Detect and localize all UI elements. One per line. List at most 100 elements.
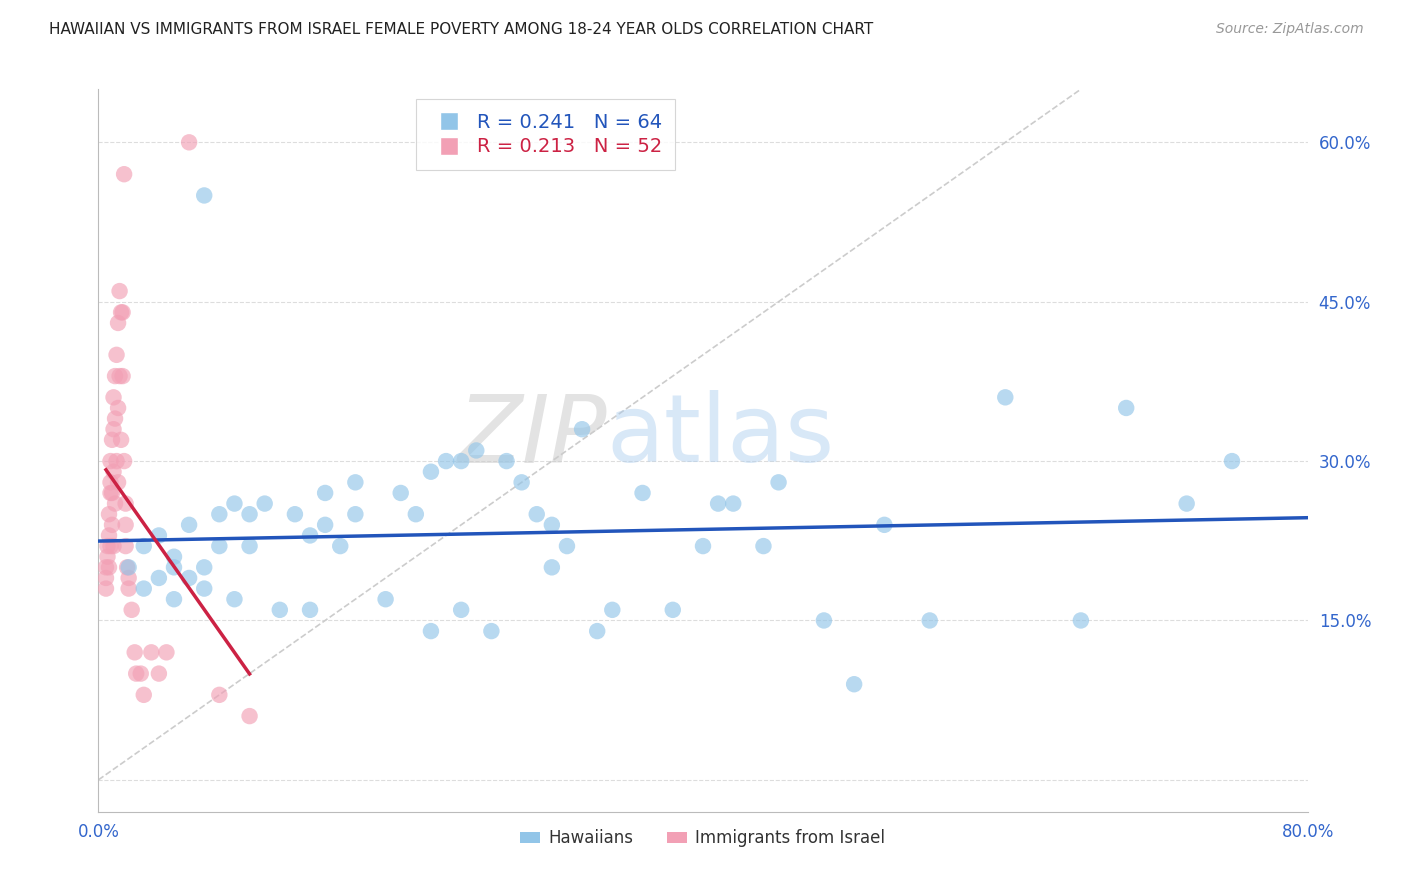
Point <box>118 582 141 596</box>
Point <box>163 560 186 574</box>
Point <box>284 507 307 521</box>
Point <box>768 475 790 490</box>
Point <box>994 390 1017 404</box>
Point <box>329 539 352 553</box>
Point <box>103 390 125 404</box>
Point <box>132 688 155 702</box>
Point <box>100 486 122 500</box>
Point <box>540 517 562 532</box>
Point <box>586 624 609 639</box>
Point <box>104 369 127 384</box>
Point <box>94 571 117 585</box>
Text: Source: ZipAtlas.com: Source: ZipAtlas.com <box>1216 22 1364 37</box>
Point <box>526 507 548 521</box>
Point <box>1070 614 1092 628</box>
Point <box>344 475 367 490</box>
Point <box>450 603 472 617</box>
Point <box>420 624 443 639</box>
Point <box>450 454 472 468</box>
Point <box>1115 401 1137 415</box>
Point <box>752 539 775 553</box>
Point <box>224 592 246 607</box>
Point <box>101 433 124 447</box>
Point <box>101 517 124 532</box>
Point <box>98 507 121 521</box>
Point <box>179 571 201 585</box>
Point <box>115 560 138 574</box>
Point <box>314 517 336 532</box>
Point <box>100 475 122 490</box>
Point <box>1175 497 1198 511</box>
Point <box>94 560 117 574</box>
Text: ZIP: ZIP <box>457 391 606 482</box>
Point <box>193 582 215 596</box>
Point <box>111 369 134 384</box>
Point <box>96 549 118 564</box>
Point <box>105 348 128 362</box>
Point <box>111 305 134 319</box>
Point <box>124 645 146 659</box>
Point <box>112 454 135 468</box>
Point <box>179 136 201 150</box>
Point <box>692 539 714 553</box>
Point <box>148 666 170 681</box>
Point <box>571 422 593 436</box>
Point <box>104 497 127 511</box>
Point <box>163 592 186 607</box>
Point <box>108 284 131 298</box>
Point <box>405 507 427 521</box>
Point <box>112 167 135 181</box>
Point <box>108 369 131 384</box>
Point <box>465 443 488 458</box>
Point <box>101 486 124 500</box>
Point <box>110 433 132 447</box>
Point <box>125 666 148 681</box>
Point <box>103 539 125 553</box>
Point <box>707 497 730 511</box>
Point <box>540 560 562 574</box>
Point <box>299 603 322 617</box>
Point <box>434 454 457 468</box>
Point <box>344 507 367 521</box>
Point <box>239 507 262 521</box>
Point <box>918 614 941 628</box>
Text: HAWAIIAN VS IMMIGRANTS FROM ISRAEL FEMALE POVERTY AMONG 18-24 YEAR OLDS CORRELAT: HAWAIIAN VS IMMIGRANTS FROM ISRAEL FEMAL… <box>49 22 873 37</box>
Point <box>132 539 155 553</box>
Point <box>374 592 396 607</box>
Point <box>129 666 152 681</box>
Point <box>148 571 170 585</box>
Point <box>239 709 262 723</box>
Point <box>100 454 122 468</box>
Point <box>94 582 117 596</box>
Point <box>107 316 129 330</box>
Point <box>314 486 336 500</box>
Point <box>103 465 125 479</box>
Point <box>107 401 129 415</box>
Point <box>661 603 683 617</box>
Point <box>224 497 246 511</box>
Point <box>193 188 215 202</box>
Point <box>269 603 291 617</box>
Point <box>208 688 231 702</box>
Point <box>208 539 231 553</box>
Point <box>104 411 127 425</box>
Text: atlas: atlas <box>606 390 835 482</box>
Point <box>631 486 654 500</box>
Point <box>118 571 141 585</box>
Point <box>98 528 121 542</box>
Point <box>100 539 122 553</box>
Point <box>110 305 132 319</box>
Point <box>253 497 276 511</box>
Point <box>98 560 121 574</box>
Point <box>96 539 118 553</box>
Point <box>107 475 129 490</box>
Point <box>555 539 578 553</box>
Legend: Hawaiians, Immigrants from Israel: Hawaiians, Immigrants from Israel <box>513 822 893 854</box>
Point <box>193 560 215 574</box>
Point <box>132 582 155 596</box>
Point <box>602 603 624 617</box>
Point <box>114 539 136 553</box>
Point <box>299 528 322 542</box>
Point <box>163 549 186 564</box>
Point <box>873 517 896 532</box>
